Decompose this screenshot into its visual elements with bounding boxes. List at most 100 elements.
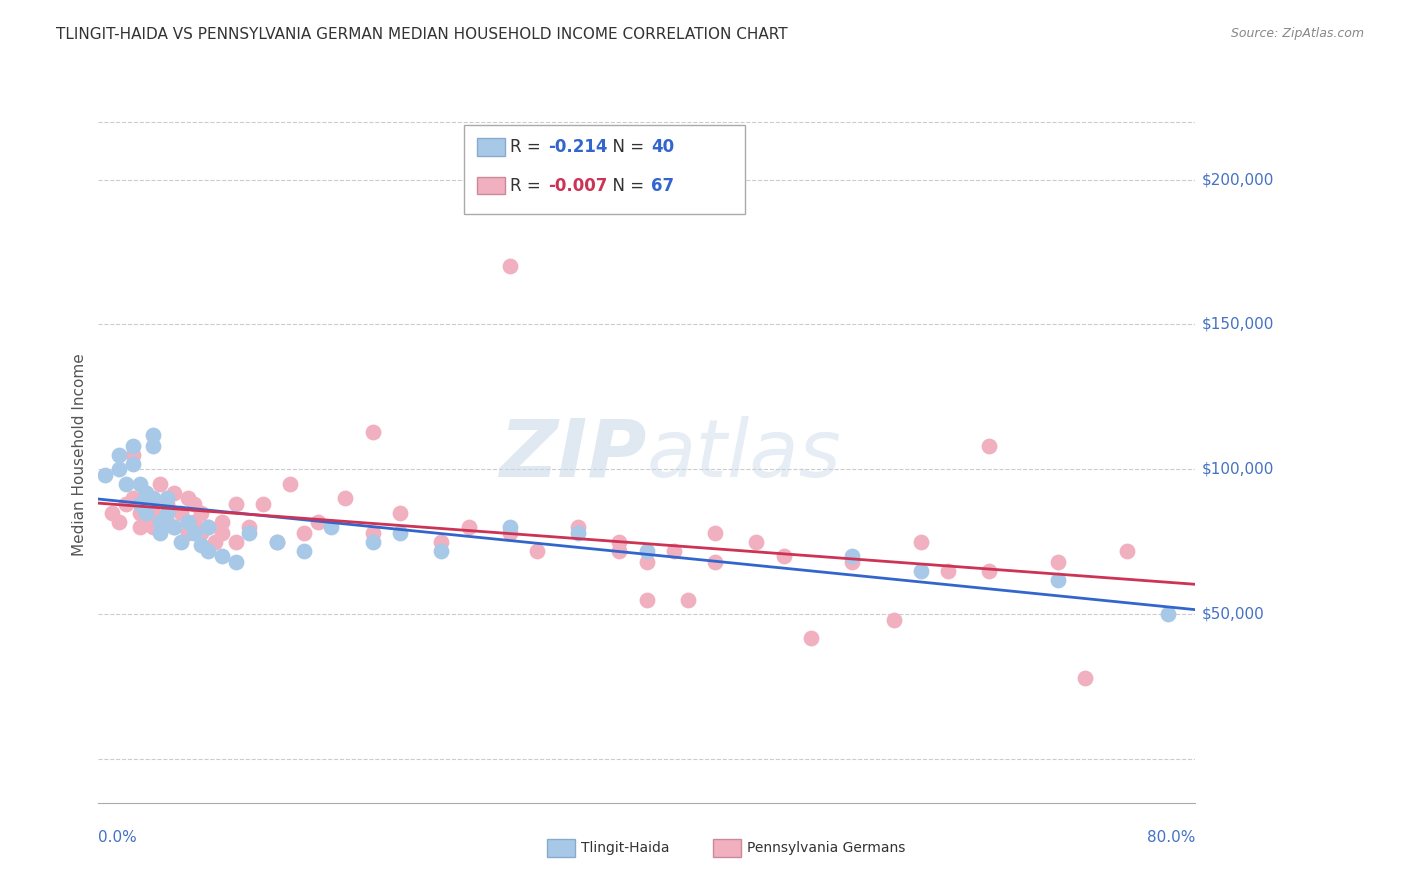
Text: Source: ZipAtlas.com: Source: ZipAtlas.com bbox=[1230, 27, 1364, 40]
Text: R =: R = bbox=[510, 138, 547, 156]
Point bbox=[526, 543, 548, 558]
Point bbox=[225, 534, 247, 549]
Point bbox=[499, 526, 522, 541]
Text: TLINGIT-HAIDA VS PENNSYLVANIA GERMAN MEDIAN HOUSEHOLD INCOME CORRELATION CHART: TLINGIT-HAIDA VS PENNSYLVANIA GERMAN MED… bbox=[56, 27, 787, 42]
Point bbox=[101, 506, 124, 520]
Point bbox=[307, 515, 329, 529]
Point bbox=[142, 506, 165, 520]
Point bbox=[252, 497, 274, 511]
Point bbox=[361, 526, 384, 541]
Text: $100,000: $100,000 bbox=[1202, 462, 1274, 477]
Point bbox=[142, 427, 165, 442]
Point bbox=[94, 468, 117, 483]
Point bbox=[176, 515, 198, 529]
Point bbox=[121, 448, 143, 462]
Point bbox=[121, 457, 143, 471]
Point bbox=[938, 564, 960, 578]
Text: N =: N = bbox=[602, 138, 650, 156]
Point bbox=[156, 506, 179, 520]
Point bbox=[128, 506, 150, 520]
Point bbox=[1046, 555, 1070, 569]
Point bbox=[1046, 573, 1070, 587]
Point bbox=[190, 506, 212, 520]
Point bbox=[636, 592, 658, 607]
Point bbox=[388, 526, 412, 541]
Text: -0.007: -0.007 bbox=[548, 177, 607, 194]
Point bbox=[567, 520, 589, 534]
Point bbox=[121, 439, 143, 453]
Point bbox=[388, 506, 412, 520]
Point bbox=[183, 515, 205, 529]
Y-axis label: Median Household Income: Median Household Income bbox=[72, 353, 87, 557]
Point bbox=[335, 491, 357, 506]
Point bbox=[121, 491, 143, 506]
Text: -0.214: -0.214 bbox=[548, 138, 607, 156]
Point bbox=[361, 425, 384, 439]
Point bbox=[142, 520, 165, 534]
Point bbox=[149, 515, 172, 529]
Text: $200,000: $200,000 bbox=[1202, 172, 1274, 187]
Text: Pennsylvania Germans: Pennsylvania Germans bbox=[747, 841, 905, 855]
Point bbox=[1074, 671, 1097, 685]
Point bbox=[457, 520, 479, 534]
Point bbox=[108, 515, 131, 529]
Point bbox=[292, 526, 315, 541]
Text: atlas: atlas bbox=[647, 416, 842, 494]
Point bbox=[163, 485, 186, 500]
Point bbox=[183, 526, 205, 541]
Point bbox=[430, 534, 453, 549]
Point bbox=[979, 439, 1001, 453]
Point bbox=[664, 543, 686, 558]
Point bbox=[190, 538, 212, 552]
Point bbox=[135, 506, 157, 520]
Point bbox=[238, 520, 260, 534]
Point bbox=[176, 491, 198, 506]
Point bbox=[108, 448, 131, 462]
Point bbox=[910, 534, 932, 549]
Point bbox=[841, 549, 863, 564]
Point bbox=[156, 497, 179, 511]
Point bbox=[190, 526, 212, 541]
Point bbox=[321, 520, 343, 534]
Text: 67: 67 bbox=[651, 177, 673, 194]
Point bbox=[115, 476, 138, 491]
Text: R =: R = bbox=[510, 177, 547, 194]
Point bbox=[108, 462, 131, 476]
Point bbox=[979, 564, 1001, 578]
Text: 0.0%: 0.0% bbox=[98, 830, 138, 845]
Point bbox=[280, 476, 302, 491]
Point bbox=[773, 549, 796, 564]
Point bbox=[183, 497, 205, 511]
Point bbox=[499, 260, 522, 274]
Point bbox=[128, 497, 150, 511]
Point bbox=[197, 520, 219, 534]
Point bbox=[266, 534, 288, 549]
Point bbox=[142, 491, 165, 506]
Point bbox=[176, 526, 198, 541]
Point bbox=[211, 549, 233, 564]
Point bbox=[149, 515, 172, 529]
Point bbox=[238, 526, 260, 541]
Point bbox=[135, 485, 157, 500]
Point bbox=[292, 543, 315, 558]
Point bbox=[115, 497, 138, 511]
Point bbox=[609, 543, 631, 558]
Point bbox=[704, 526, 727, 541]
Point bbox=[910, 564, 932, 578]
Point bbox=[609, 534, 631, 549]
Point bbox=[361, 534, 384, 549]
Point bbox=[499, 520, 522, 534]
Point bbox=[225, 497, 247, 511]
Text: N =: N = bbox=[602, 177, 650, 194]
Text: $150,000: $150,000 bbox=[1202, 317, 1274, 332]
Point bbox=[1115, 543, 1137, 558]
Point bbox=[430, 543, 453, 558]
Text: Tlingit-Haida: Tlingit-Haida bbox=[581, 841, 669, 855]
Point bbox=[636, 555, 658, 569]
Point bbox=[800, 631, 823, 645]
Point bbox=[567, 526, 589, 541]
Point bbox=[636, 543, 658, 558]
Point bbox=[745, 534, 768, 549]
Point bbox=[128, 476, 150, 491]
Point bbox=[841, 555, 863, 569]
